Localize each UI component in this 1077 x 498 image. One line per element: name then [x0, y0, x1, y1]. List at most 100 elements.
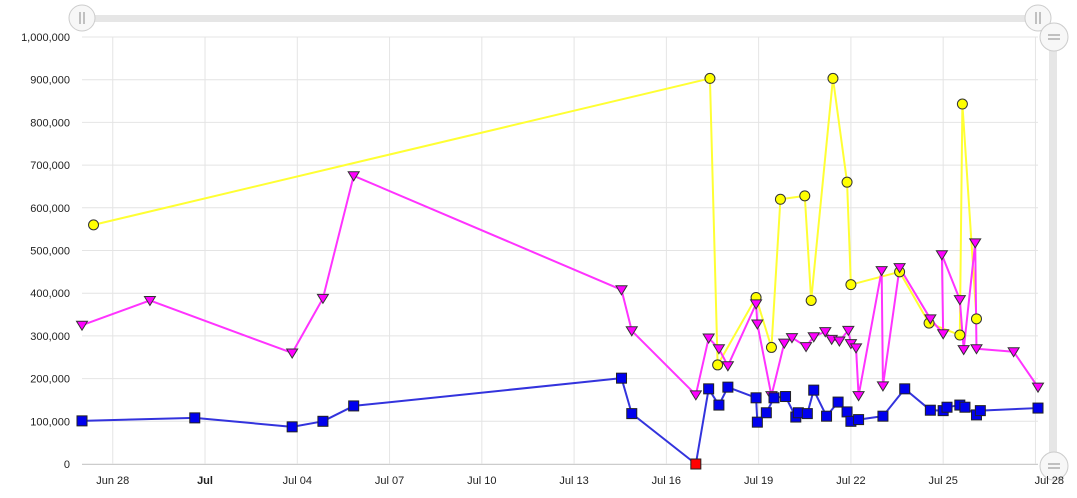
x-tick-label: Jul 28 [1035, 475, 1064, 487]
y-tick-label: 400,000 [30, 288, 70, 300]
series-0-line [93, 77, 978, 366]
data-point-square [750, 392, 762, 404]
x-tick-label: Jul 10 [467, 475, 496, 487]
data-point-triangle [968, 238, 982, 249]
data-point-square [317, 415, 329, 427]
data-point-triangle [347, 171, 361, 182]
data-point-square [941, 401, 953, 413]
x-tick-label: Jul [197, 475, 213, 487]
data-point-square [751, 416, 763, 428]
x-axis: Jun 28 Jul Jul 04 Jul 07 Jul 10 Jul 13 Jul 16 J… [96, 475, 1064, 487]
data-point-circle [712, 359, 724, 371]
series-1-line [81, 174, 1039, 397]
y-tick-label: 900,000 [30, 75, 70, 87]
x-tick-label: Jul 25 [928, 475, 957, 487]
y-tick-label: 100,000 [30, 416, 70, 428]
data-point-triangle [832, 336, 846, 347]
data-point-square [841, 406, 853, 418]
data-point-square [899, 383, 911, 395]
data-point-circle [799, 190, 811, 202]
x-tick-label: Jul 16 [652, 475, 681, 487]
vertical-navigator-track[interactable] [1049, 37, 1057, 467]
data-point-triangle [689, 390, 703, 401]
data-point-triangle [702, 333, 716, 344]
data-point-triangle [849, 343, 863, 354]
data-point-square [760, 407, 772, 419]
data-point-circle [88, 219, 100, 231]
data-point-triangle [143, 295, 157, 307]
x-tick-label: Jul 04 [283, 475, 312, 487]
data-point-square [189, 412, 201, 424]
data-point-triangle [852, 391, 865, 402]
data-point-square [626, 408, 638, 420]
data-point-circle [704, 72, 716, 84]
series-markers [75, 72, 1045, 470]
data-point-triangle [712, 344, 726, 355]
data-point-square [768, 392, 780, 404]
data-point-circle [805, 294, 817, 306]
y-tick-label: 500,000 [30, 246, 70, 258]
data-point-circle [845, 279, 857, 291]
data-point-triangle [957, 345, 971, 356]
data-point-square [76, 415, 88, 427]
data-point-circle [827, 72, 839, 84]
x-tick-label: Jul 22 [836, 475, 865, 487]
data-point-triangle [1031, 382, 1045, 394]
vertical-navigator-top-handle[interactable] [1039, 22, 1069, 52]
data-point-square [703, 383, 715, 395]
data-point-triangle [785, 333, 799, 344]
data-point-triangle [777, 338, 791, 350]
navigator-track[interactable] [82, 15, 1038, 22]
data-point-square [1032, 402, 1044, 414]
vertical-navigator-bottom-handle[interactable] [1039, 451, 1069, 481]
y-tick-label: 800,000 [30, 117, 70, 129]
data-point-square [780, 391, 792, 403]
data-point-triangle [799, 342, 813, 353]
x-tick-label: Jun 28 [96, 475, 129, 487]
range-navigator[interactable] [68, 4, 1052, 32]
data-point-triangle [615, 285, 628, 296]
data-point-square [924, 404, 936, 416]
x-tick-label: Jul 07 [375, 475, 404, 487]
y-tick-label: 200,000 [30, 374, 70, 386]
data-point-triangle [818, 327, 832, 338]
data-point-square [616, 372, 628, 384]
data-point-triangle [953, 295, 967, 306]
vertical-range-navigator[interactable] [1039, 22, 1069, 481]
data-point-square [832, 396, 844, 408]
data-point-triangle [1007, 347, 1021, 358]
data-point-square [713, 399, 725, 411]
data-point-square [853, 414, 865, 426]
grid [82, 36, 1038, 465]
data-point-circle [774, 193, 786, 205]
y-tick-label: 600,000 [30, 203, 70, 215]
data-point-square [959, 401, 971, 413]
navigator-right-handle[interactable] [1024, 4, 1052, 32]
data-point-triangle [316, 293, 330, 305]
x-tick-label: Jul 19 [744, 475, 773, 487]
data-point-triangle [285, 348, 299, 359]
y-tick-label: 700,000 [30, 160, 70, 172]
data-point-circle [765, 341, 777, 353]
data-point-triangle [875, 266, 889, 277]
data-point-triangle [935, 250, 949, 261]
data-point-triangle [876, 381, 890, 392]
data-point-square [801, 408, 813, 420]
data-point-square [348, 400, 360, 412]
y-tick-label: 0 [64, 459, 70, 471]
navigator-left-handle[interactable] [68, 4, 96, 32]
data-point-triangle [625, 326, 639, 337]
data-point-square [690, 458, 702, 470]
data-point-square [974, 405, 986, 417]
data-point-triangle [807, 332, 821, 343]
data-point-square [877, 410, 889, 422]
data-point-circle [954, 329, 966, 341]
y-tick-label: 300,000 [30, 331, 70, 343]
data-point-triangle [970, 344, 983, 355]
data-point-circle [841, 176, 853, 188]
data-point-triangle [75, 320, 89, 332]
x-tick-label: Jul 13 [559, 475, 588, 487]
data-point-triangle [923, 314, 937, 325]
y-tick-label: 1,000,000 [21, 32, 70, 44]
